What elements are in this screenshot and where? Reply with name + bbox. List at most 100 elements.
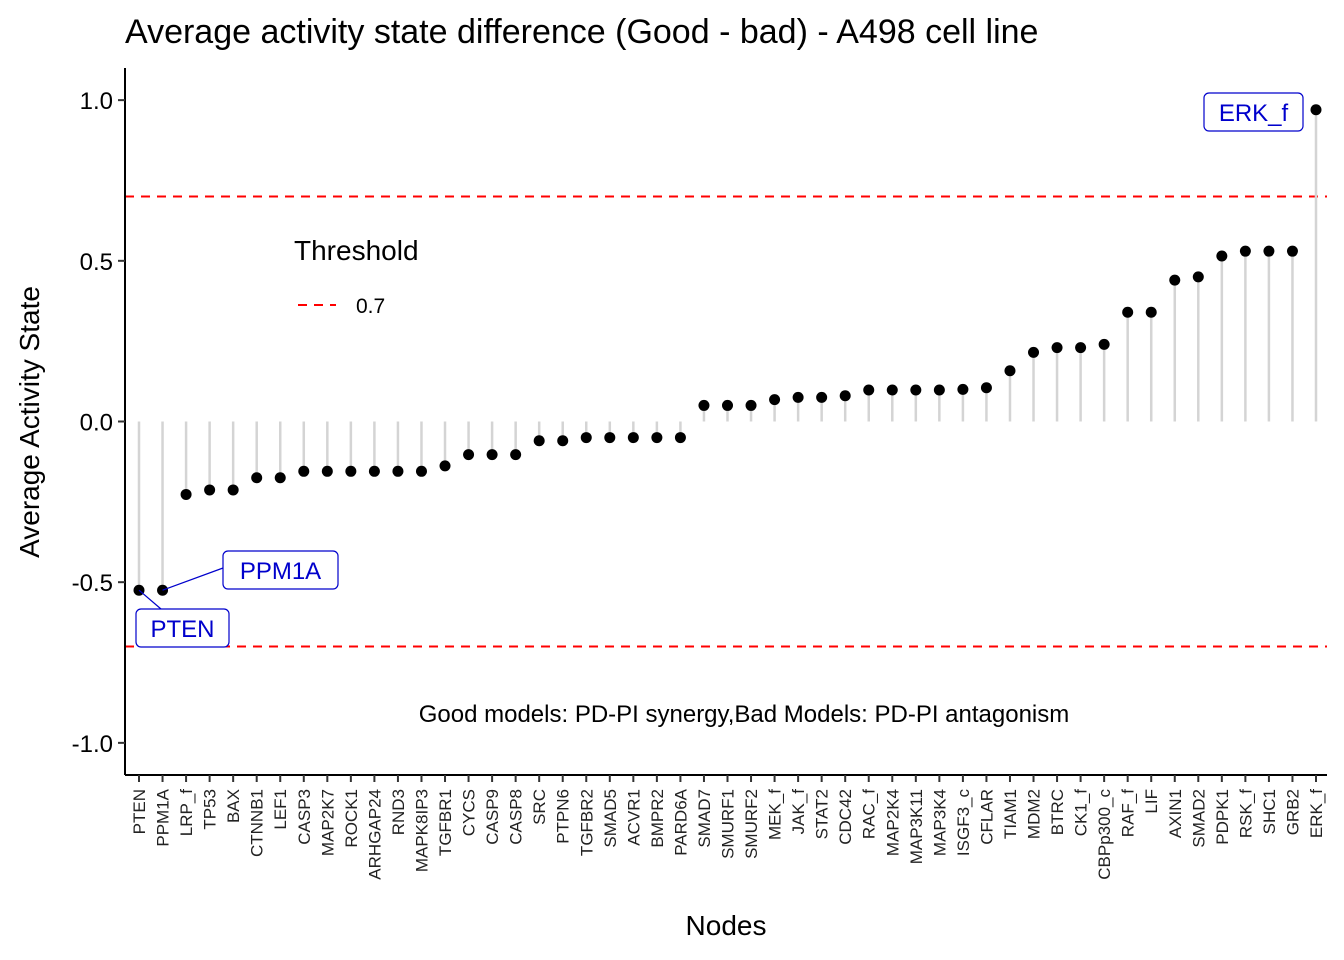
x-tick-label: ERK_f: [1307, 789, 1326, 838]
x-tick-label: BAX: [224, 789, 243, 823]
callout-connector: [138, 589, 162, 610]
x-tick-label: PTEN: [130, 789, 149, 834]
point-JAK_f: [792, 391, 804, 403]
x-tick-label: PDPK1: [1213, 789, 1232, 845]
point-LEF1: [274, 472, 286, 484]
x-tick-label: TIAM1: [1001, 789, 1020, 839]
point-BTRC: [1051, 342, 1063, 354]
x-tick-label: CASP8: [507, 789, 526, 845]
x-tick-label: PARD6A: [671, 788, 690, 855]
x-tick-label: RAC_f: [860, 789, 879, 839]
x-tick-label: AXIN1: [1166, 789, 1185, 838]
point-TGFBR2: [580, 432, 592, 444]
point-MEK_f: [769, 394, 781, 406]
point-BAX: [227, 484, 239, 496]
y-ticks: 1.0 0.5 0.0 -0.5 -1.0: [72, 88, 125, 758]
point-SMURF1: [722, 399, 733, 411]
data-points: [133, 104, 1322, 596]
point-PTPN6: [557, 435, 569, 447]
x-tick-label: TP53: [201, 789, 220, 830]
x-tick-label: CASP3: [295, 789, 314, 845]
x-tick-label: MEK_f: [766, 789, 785, 840]
stems: [137, 109, 1318, 591]
x-tick-label: GRB2: [1283, 789, 1302, 835]
point-MAP3K4: [933, 384, 945, 396]
point-ISGF3_c: [957, 383, 969, 395]
x-tick-label: CTNNB1: [248, 789, 267, 857]
point-SRC: [533, 435, 545, 447]
point-MDM2: [1028, 346, 1040, 358]
callout-box: [222, 550, 339, 590]
x-tick-label: SHC1: [1260, 789, 1279, 834]
point-RND3: [392, 465, 404, 477]
x-tick-label: JAK_f: [789, 789, 808, 835]
point-MAP2K7: [321, 465, 333, 477]
callout-label: PPM1A: [240, 558, 321, 585]
point-CASP9: [486, 449, 498, 461]
point-GRB2: [1286, 245, 1298, 257]
x-tick-label: TGFBR1: [436, 789, 455, 856]
callout-connector: [162, 567, 224, 591]
x-tick-label: LRP_f: [177, 789, 196, 837]
point-SHC1: [1263, 245, 1275, 257]
x-tick-label: ACVR1: [624, 789, 643, 846]
point-LRP_f: [180, 488, 192, 500]
x-tick-label: SRC: [530, 789, 549, 825]
point-MAP3K11: [910, 384, 922, 396]
x-tick-label: ARHGAP24: [365, 789, 384, 880]
legend-label: 0.7: [356, 295, 385, 318]
point-AXIN1: [1169, 274, 1181, 286]
x-tick-label: CBPp300_c: [1095, 789, 1114, 880]
point-STAT2: [816, 391, 828, 403]
callout-box: [135, 608, 230, 648]
y-tick-label: 1.0: [80, 88, 113, 115]
legend: Threshold 0.7: [294, 235, 419, 318]
point-CBPp300_c: [1098, 338, 1110, 350]
point-PARD6A: [674, 432, 686, 444]
point-SMAD5: [604, 432, 616, 444]
threshold-lines: [125, 195, 1327, 648]
x-tick-label: BTRC: [1048, 789, 1067, 835]
x-tick-label: RND3: [389, 789, 408, 835]
point-BMPR2: [651, 432, 663, 444]
x-tick-label: TGFBR2: [577, 789, 596, 856]
x-tick-label: CFLAR: [977, 789, 996, 845]
x-tick-label: MDM2: [1025, 789, 1044, 839]
point-ARHGAP24: [368, 465, 380, 477]
point-MAPK8IP3: [415, 465, 427, 477]
x-tick-label: LEF1: [271, 789, 290, 830]
point-SMAD7: [698, 399, 710, 411]
x-tick-label: STAT2: [813, 789, 832, 839]
y-tick-label: -1.0: [72, 731, 113, 758]
legend-title: Threshold: [294, 235, 419, 266]
callout-label: PTEN: [150, 616, 214, 643]
point-PDPK1: [1216, 250, 1228, 262]
point-ERK_f: [1310, 104, 1322, 116]
x-ticks: PTEN PPM1A LRP_f TP53 BAX CTNNB1 LEF1 CASP3 MAP2…: [130, 775, 1326, 880]
point-CTNNB1: [251, 472, 263, 484]
x-tick-label: PTPN6: [554, 789, 573, 844]
point-TGFBR1: [439, 460, 451, 472]
point-CK1_f: [1075, 342, 1087, 354]
point-ROCK1: [345, 465, 357, 477]
y-tick-label: -0.5: [72, 570, 113, 597]
x-tick-label: MAP2K7: [318, 789, 337, 856]
point-RAF_f: [1122, 306, 1134, 318]
x-tick-label: CDC42: [836, 789, 855, 845]
x-tick-label: RAF_f: [1119, 789, 1138, 837]
x-tick-label: CYCS: [460, 789, 479, 836]
x-tick-label: CASP9: [483, 789, 502, 845]
x-tick-label: LIF: [1142, 789, 1161, 814]
point-TP53: [204, 484, 216, 496]
point-CFLAR: [980, 382, 992, 394]
callout-label: ERK_f: [1219, 100, 1289, 127]
point-MAP2K4: [886, 384, 898, 396]
x-tick-label: RSK_f: [1236, 789, 1255, 838]
point-CYCS: [463, 449, 475, 461]
chart-note: Good models: PD-PI synergy,Bad Models: P…: [419, 701, 1070, 728]
x-tick-label: ROCK1: [342, 789, 361, 848]
x-tick-label: CK1_f: [1072, 789, 1091, 837]
x-tick-label: MAP3K4: [930, 789, 949, 856]
x-tick-label: SMAD7: [695, 789, 714, 848]
